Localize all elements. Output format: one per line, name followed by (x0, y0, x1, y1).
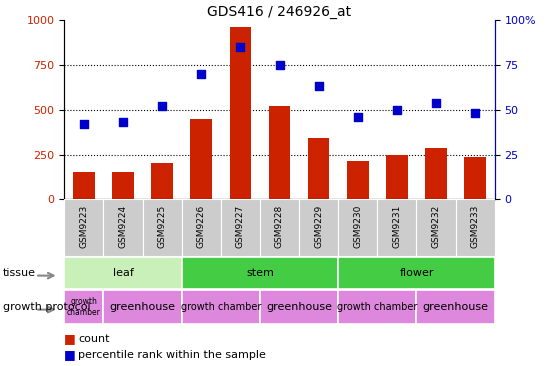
Bar (64, 199, 103, 256)
Point (275, 62, 284, 68)
Bar (416, 290, 495, 324)
Bar (191, 119, 212, 199)
Bar (73, 172, 94, 199)
Text: GSM9226: GSM9226 (197, 205, 206, 248)
Text: GSM9229: GSM9229 (314, 205, 323, 248)
Bar (230, 27, 251, 199)
Bar (299, 199, 338, 256)
Bar (221, 199, 260, 256)
Bar (456, 199, 495, 256)
Bar (182, 257, 338, 289)
Text: leaf: leaf (112, 268, 134, 278)
Text: GSM9223: GSM9223 (79, 205, 88, 248)
Bar (260, 290, 338, 324)
Title: GDS416 / 246926_at: GDS416 / 246926_at (207, 5, 352, 19)
Bar (112, 172, 134, 199)
Point (392, 107, 401, 113)
Bar (269, 106, 290, 199)
Text: GSM9230: GSM9230 (353, 205, 362, 249)
Text: GSM9228: GSM9228 (275, 205, 284, 248)
Text: GSM9225: GSM9225 (158, 205, 167, 248)
Text: count: count (78, 333, 110, 344)
Text: tissue: tissue (3, 268, 36, 278)
Bar (308, 138, 329, 199)
Bar (338, 290, 416, 324)
Text: ■: ■ (64, 348, 76, 362)
Point (119, 119, 127, 125)
Bar (338, 257, 495, 289)
Point (432, 100, 440, 105)
Text: greenhouse: greenhouse (110, 302, 176, 312)
Point (314, 83, 323, 89)
Bar (465, 157, 486, 199)
Text: percentile rank within the sample: percentile rank within the sample (78, 350, 266, 360)
Text: growth chamber: growth chamber (337, 302, 418, 312)
Text: GSM9233: GSM9233 (471, 205, 480, 249)
Bar (64, 290, 103, 324)
Point (236, 44, 245, 50)
Text: greenhouse: greenhouse (423, 302, 489, 312)
Bar (386, 154, 408, 199)
Text: growth protocol: growth protocol (3, 302, 91, 312)
Bar (416, 199, 456, 256)
Bar (182, 199, 221, 256)
Bar (143, 199, 182, 256)
Text: growth
chamber: growth chamber (67, 297, 101, 317)
Text: GSM9232: GSM9232 (432, 205, 440, 248)
Bar (64, 257, 182, 289)
Bar (260, 199, 299, 256)
Text: GSM9227: GSM9227 (236, 205, 245, 248)
Text: GSM9231: GSM9231 (392, 205, 401, 249)
Bar (377, 199, 416, 256)
Point (353, 114, 362, 120)
Bar (338, 199, 377, 256)
Bar (103, 290, 182, 324)
Point (471, 111, 480, 116)
Text: stem: stem (246, 268, 274, 278)
Bar (347, 161, 368, 199)
Text: flower: flower (399, 268, 434, 278)
Point (197, 71, 206, 77)
Text: GSM9224: GSM9224 (119, 205, 127, 248)
Text: greenhouse: greenhouse (266, 302, 332, 312)
Bar (182, 290, 260, 324)
Text: ■: ■ (64, 332, 76, 345)
Bar (151, 163, 173, 199)
Point (79, 121, 88, 127)
Bar (425, 148, 447, 199)
Bar (103, 199, 143, 256)
Point (158, 103, 167, 109)
Text: growth chamber: growth chamber (181, 302, 261, 312)
